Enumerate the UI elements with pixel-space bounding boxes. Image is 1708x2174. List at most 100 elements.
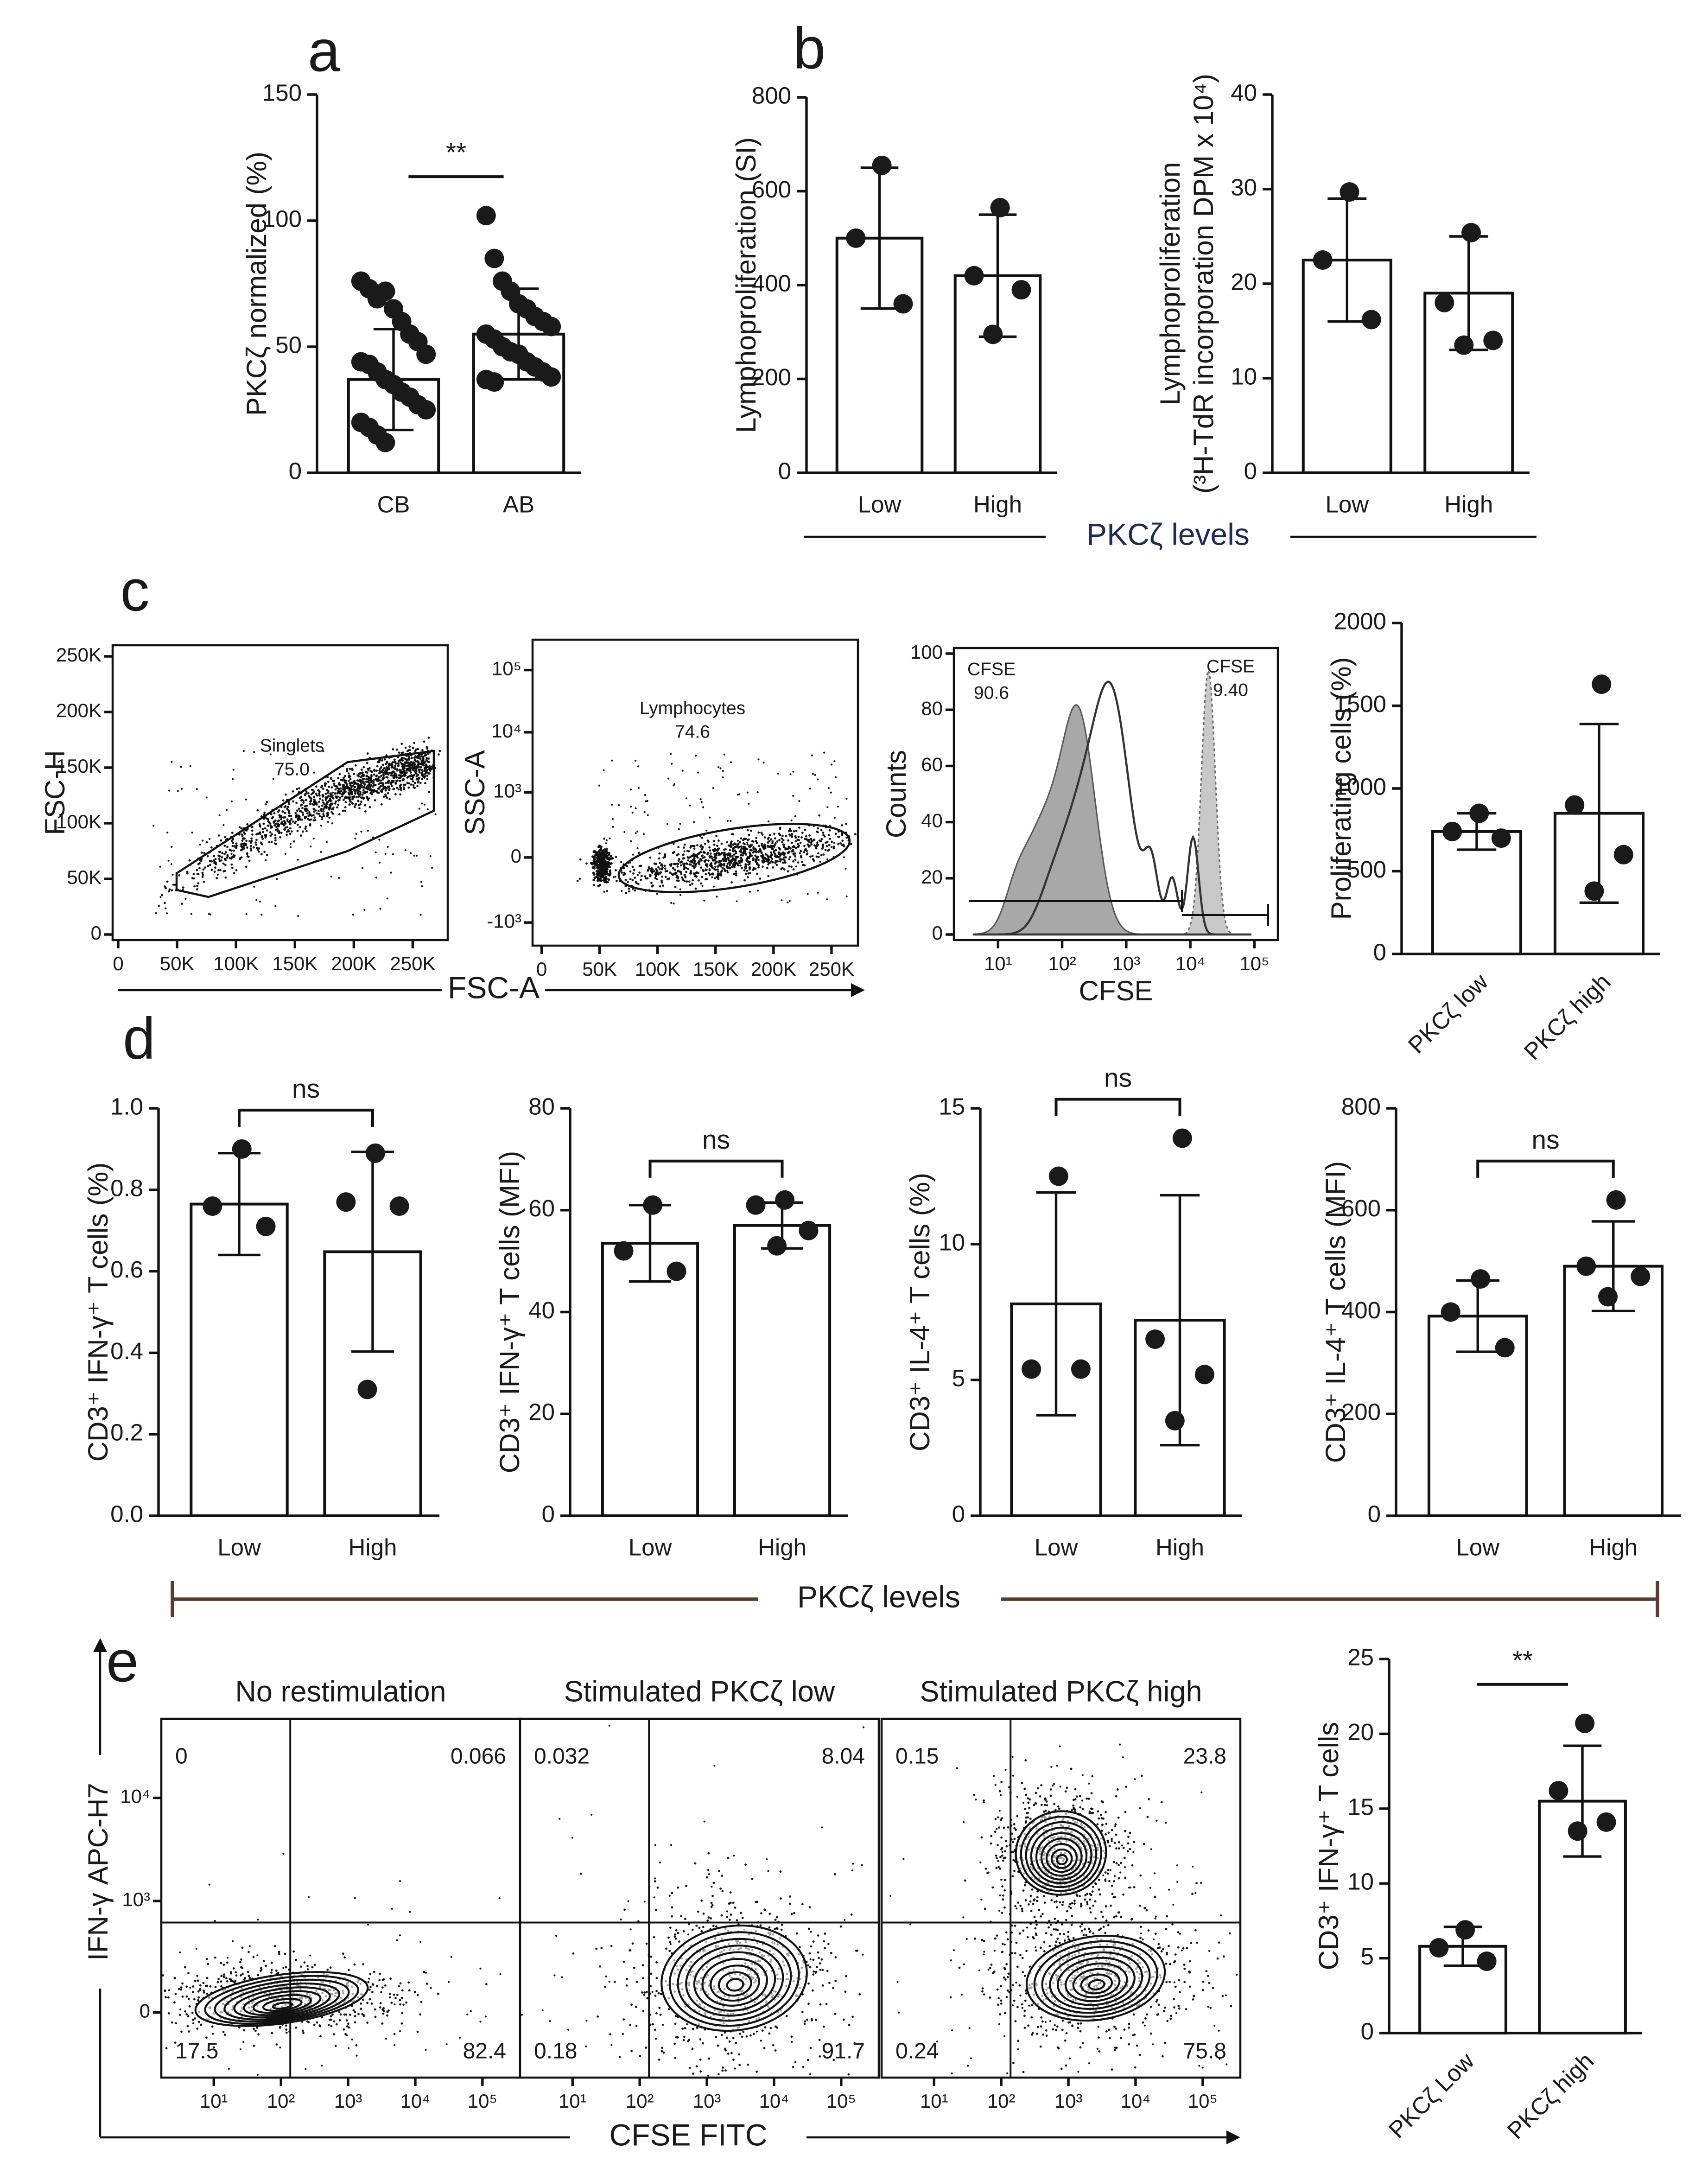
event-dot [810, 838, 813, 840]
event-dot [686, 850, 689, 852]
event-dot [346, 768, 349, 770]
event-dot [222, 2031, 225, 2034]
event-dot [370, 791, 373, 794]
event-dot [711, 864, 713, 867]
event-dot [421, 802, 423, 805]
event-dot [292, 800, 294, 803]
event-dot [415, 773, 418, 775]
event-dot [407, 1981, 410, 1984]
event-dot [353, 773, 356, 776]
event-dot [623, 831, 626, 833]
event-dot [631, 865, 634, 868]
x-tick-label: High [349, 1534, 397, 1560]
event-dot [195, 1948, 198, 1950]
event-dot [635, 807, 637, 810]
event-dot [689, 804, 691, 807]
y-tick-label: 0 [1244, 458, 1257, 484]
y-tick-label: 50K [67, 866, 102, 888]
event-dot [709, 852, 712, 855]
event-dot [334, 2045, 337, 2047]
event-dot [301, 811, 304, 814]
event-dot [567, 2028, 570, 2031]
event-dot [650, 882, 653, 884]
event-dot [312, 807, 315, 810]
y-axis-label: Counts [881, 750, 912, 838]
event-dot [732, 850, 735, 852]
event-dot [648, 867, 651, 870]
event-dot [708, 855, 711, 858]
event-dot [656, 893, 658, 895]
event-dot [391, 761, 394, 764]
event-dot [220, 839, 222, 842]
event-dot [611, 759, 613, 762]
event-dot [676, 875, 679, 877]
x-tick-label: 150K [693, 958, 738, 980]
event-dot [196, 884, 199, 887]
event-dot [331, 808, 334, 811]
event-dot [318, 815, 321, 817]
event-dot [425, 757, 428, 760]
event-dot [1131, 1864, 1134, 1867]
event-dot [605, 852, 608, 855]
event-dot [810, 1945, 813, 1948]
event-dot [271, 2032, 273, 2034]
event-dot [316, 794, 318, 797]
event-dot [793, 853, 795, 856]
event-dot [388, 798, 391, 801]
event-dot [285, 2024, 287, 2027]
event-dot [595, 851, 597, 853]
event-dot [699, 2058, 702, 2061]
event-dot [681, 854, 684, 857]
event-dot [341, 795, 343, 798]
event-dot [637, 765, 640, 768]
event-dot [638, 871, 641, 874]
event-dot [674, 869, 676, 871]
event-dot [647, 814, 649, 816]
event-dot [763, 2047, 766, 2049]
event-dot [216, 1981, 219, 1983]
event-dot [386, 796, 388, 799]
event-dot [726, 870, 729, 872]
event-dot [412, 747, 414, 750]
y-tick-label: 150K [56, 755, 102, 777]
event-dot [733, 1855, 735, 1857]
event-dot [669, 1943, 672, 1945]
event-dot [775, 842, 777, 845]
event-dot [240, 1974, 242, 1977]
event-dot [245, 839, 248, 842]
event-dot [220, 1985, 223, 1988]
event-dot [313, 1964, 316, 1966]
event-dot [713, 853, 716, 856]
event-dot [741, 1917, 744, 1920]
event-dot [779, 854, 782, 857]
event-dot [800, 856, 803, 858]
event-dot [731, 855, 734, 858]
event-dot [599, 1965, 601, 1968]
event-dot [1017, 1901, 1020, 1904]
event-dot [222, 824, 225, 826]
event-dot [630, 805, 632, 808]
event-dot [307, 1896, 310, 1898]
event-dot [295, 1958, 298, 1961]
event-dot [679, 888, 682, 890]
gate [175, 750, 435, 898]
event-dot [332, 807, 335, 809]
event-dot [262, 831, 265, 833]
event-dot [726, 853, 729, 856]
event-dot [1111, 1837, 1113, 1840]
event-dot [184, 2010, 187, 2013]
event-dot [248, 859, 251, 862]
event-dot [844, 868, 847, 870]
event-dot [235, 869, 238, 871]
event-dot [713, 848, 716, 851]
event-dot [740, 857, 742, 859]
event-dot [763, 836, 766, 839]
event-dot [341, 793, 343, 795]
event-dot [781, 841, 783, 844]
event-dot [667, 777, 670, 780]
event-dot [595, 860, 597, 864]
event-dot [344, 806, 347, 808]
event-dot [795, 865, 797, 868]
event-dot [384, 853, 387, 855]
event-dot [288, 802, 290, 805]
